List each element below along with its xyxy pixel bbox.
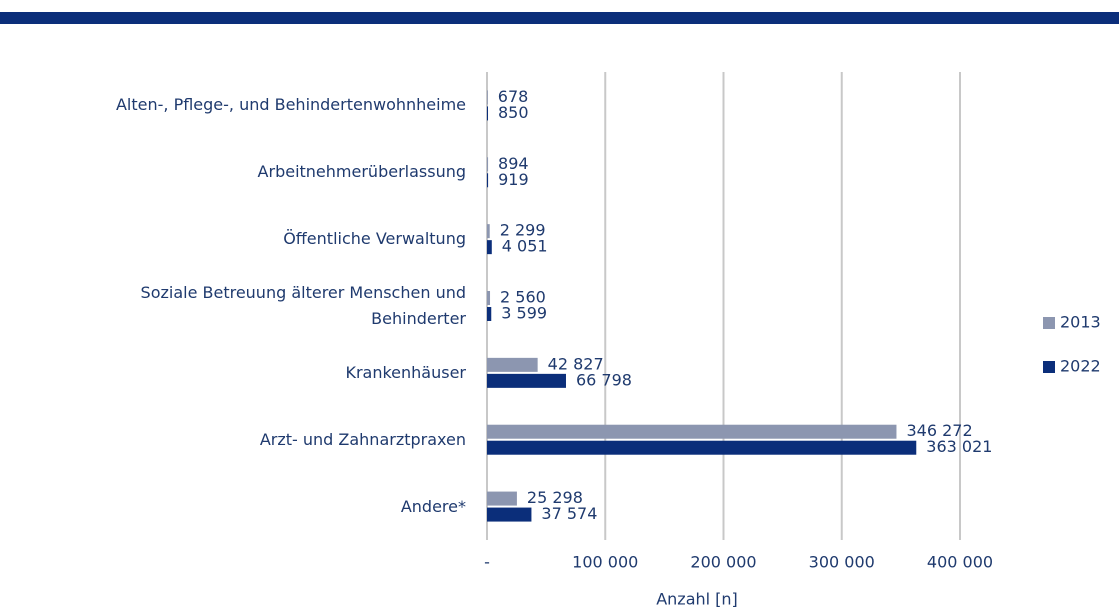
data-label: 894 — [498, 154, 529, 173]
legend-label: 2022 — [1060, 357, 1101, 376]
x-axis-title: Anzahl [n] — [656, 590, 738, 609]
bar — [487, 224, 490, 239]
header-band — [0, 12, 1119, 24]
data-label: 42 827 — [548, 354, 604, 373]
data-label: 37 574 — [541, 504, 597, 523]
legend-label: 2013 — [1060, 313, 1101, 332]
data-label: 66 798 — [576, 370, 632, 389]
bar — [487, 106, 489, 121]
x-tick-label: - — [484, 553, 490, 572]
data-label: 850 — [498, 103, 529, 122]
category-labels: Alten-, Pflege-, und Behindertenwohnheim… — [0, 0, 466, 612]
x-tick-label: 400 000 — [927, 553, 993, 572]
data-label: 2 560 — [500, 288, 546, 307]
bar — [487, 173, 489, 188]
bar — [487, 424, 897, 439]
category-label: Alten-, Pflege-, und Behindertenwohnheim… — [115, 95, 466, 115]
x-tick-label: 100 000 — [572, 553, 638, 572]
bar — [487, 157, 489, 172]
data-label: 363 021 — [926, 437, 992, 456]
category-label: Andere* — [400, 496, 466, 516]
bar — [487, 90, 488, 105]
data-label: 919 — [498, 170, 529, 189]
bar — [487, 373, 566, 388]
bar — [487, 307, 492, 321]
data-label: 2 299 — [500, 221, 546, 240]
category-label: Krankenhäuser — [345, 362, 466, 382]
category-label: Soziale Betreuung älterer Menschen und B… — [140, 283, 466, 328]
bar — [487, 491, 517, 506]
bar — [487, 291, 491, 305]
data-label: 25 298 — [527, 488, 583, 507]
category-label: Öffentliche Verwaltung — [283, 229, 466, 249]
category-label: Arzt- und Zahnarztpraxen — [259, 429, 466, 449]
bar — [487, 357, 538, 372]
bar — [487, 440, 917, 455]
data-label: 4 051 — [502, 237, 548, 256]
category-label: Arbeitnehmerüberlassung — [257, 162, 466, 182]
legend-swatch — [1043, 361, 1055, 373]
data-label: 678 — [498, 87, 529, 106]
data-label: 3 599 — [501, 304, 547, 323]
x-tick-label: 200 000 — [690, 553, 756, 572]
bar — [487, 507, 532, 522]
data-label: 346 272 — [906, 421, 972, 440]
x-tick-label: 300 000 — [809, 553, 875, 572]
legend-swatch — [1043, 317, 1055, 329]
bar — [487, 240, 492, 255]
